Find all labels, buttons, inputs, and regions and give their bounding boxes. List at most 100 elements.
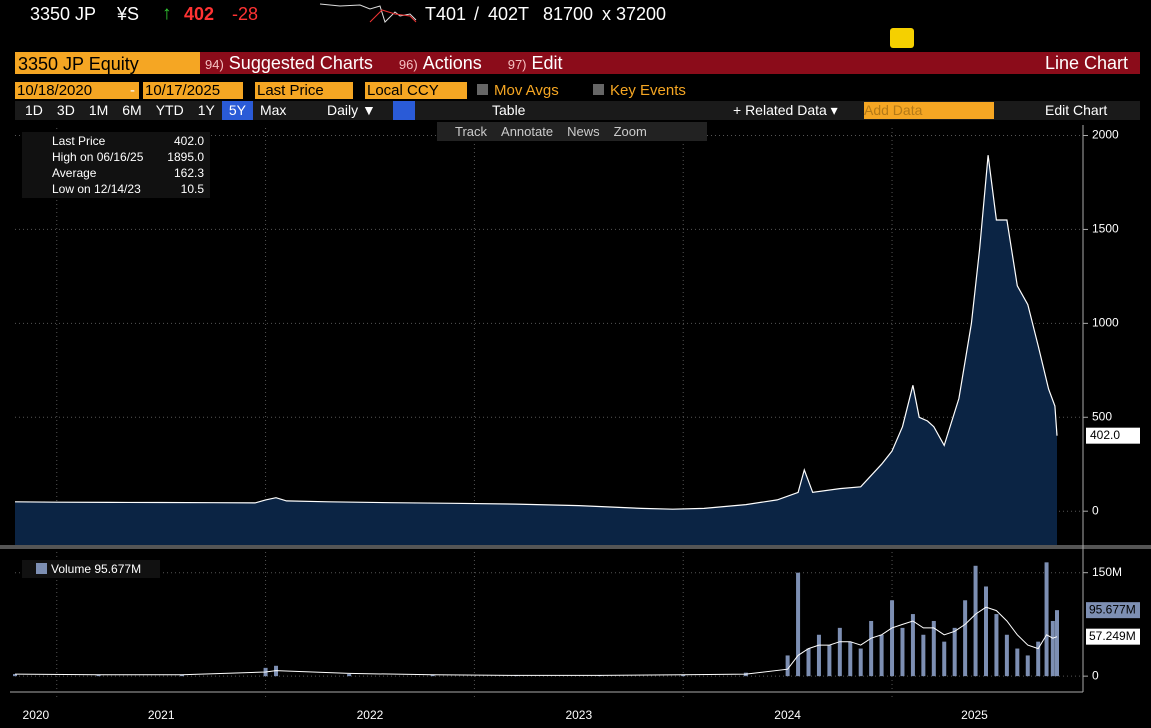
volume-bar <box>900 627 905 677</box>
year-label: 2022 <box>357 708 384 722</box>
period[interactable]: 6M <box>122 102 142 118</box>
key-events[interactable]: Key Events <box>610 82 686 99</box>
alert-icon[interactable] <box>890 28 914 48</box>
frequency[interactable]: Daily ▼ <box>327 102 376 118</box>
period[interactable]: Max <box>259 102 287 118</box>
ma-tag-label: 57.249M <box>1089 629 1136 643</box>
year-label: 2021 <box>148 708 175 722</box>
table[interactable]: Table <box>492 102 526 118</box>
legend-value: 10.5 <box>180 182 204 196</box>
period[interactable]: 5Y <box>221 101 253 120</box>
end-date[interactable]: 10/17/2025 <box>143 82 243 99</box>
sparkline-red <box>369 9 417 23</box>
volume-bar <box>848 641 853 677</box>
volume-bar <box>890 600 895 677</box>
volume-bar <box>827 645 832 677</box>
legend: Last Price 402.0 High on 06/16/25 1895.0 Ave… <box>22 132 210 198</box>
volume-bar <box>806 648 811 677</box>
start-date[interactable]: 10/18/2020 <box>15 82 139 99</box>
menu-label: Edit <box>531 53 563 73</box>
period[interactable]: YTD <box>155 102 184 118</box>
price-area <box>15 155 1057 545</box>
period[interactable]: 1D <box>25 102 43 118</box>
price-line <box>14 155 1058 510</box>
y-tick-label: 1000 <box>1092 316 1119 330</box>
volume-ma <box>14 606 1058 676</box>
legend-row: Low on 12/14/23 10.5 <box>52 182 204 196</box>
legend-value: 402.0 <box>173 134 204 148</box>
security[interactable]: 3350 JP Equity <box>15 52 200 74</box>
periods: 1D 3D 1M 6M YTD 1Y 5Y Max <box>18 101 293 120</box>
tool[interactable]: News <box>567 124 600 139</box>
slash: / <box>474 4 480 24</box>
volume-bar <box>837 627 842 677</box>
volume-bar <box>430 674 435 677</box>
period[interactable]: 1Y <box>197 102 215 118</box>
volume-bar <box>785 655 790 677</box>
volume-bar <box>681 674 686 677</box>
related-data[interactable]: + Related Data ▾ <box>733 102 838 118</box>
menu-label: Actions <box>422 53 482 73</box>
bid-size: 81700 <box>543 4 594 24</box>
menu-bar <box>200 52 1140 74</box>
y-tick-label: 150M <box>1092 565 1122 579</box>
panel-divider <box>0 545 1151 549</box>
arrow: ↑ <box>162 3 172 24</box>
ask-size: 37200 <box>616 4 667 24</box>
tool[interactable]: Track <box>455 124 488 139</box>
currency-select[interactable]: Local CCY <box>365 82 467 99</box>
menu-num: 96) <box>398 57 418 72</box>
checkbox[interactable] <box>477 84 488 95</box>
legend-label: Last Price <box>52 134 106 148</box>
menu-item[interactable]: 96) Actions <box>399 52 482 74</box>
year-label: 2024 <box>774 708 801 722</box>
times: x <box>602 4 611 24</box>
volume-bar <box>910 614 915 677</box>
volume-bar <box>984 586 989 677</box>
volume-bar <box>952 627 957 677</box>
menu-label: Suggested Charts <box>228 53 373 73</box>
legend-row: Average 162.3 <box>52 166 204 180</box>
menu-num: 97) <box>507 57 527 72</box>
tools: Track Annotate News Zoom <box>437 122 707 141</box>
volume-bar <box>858 648 863 677</box>
tool[interactable]: Zoom <box>613 124 647 139</box>
volume-tag <box>1086 602 1140 619</box>
legend-label: High on 06/16/25 <box>52 150 144 164</box>
period[interactable]: 1M <box>88 102 109 118</box>
menu-item[interactable]: 97) Edit <box>508 52 563 74</box>
menu-num: 94) <box>205 57 224 72</box>
y-tick-label: 500 <box>1092 409 1112 423</box>
tool[interactable]: Annotate <box>501 124 554 139</box>
field[interactable]: Last Price <box>255 82 353 99</box>
legend-value: 162.3 <box>173 166 204 180</box>
volume-bar <box>180 674 185 677</box>
legend-label: Low on 12/14/23 <box>52 182 141 196</box>
last-tag <box>1086 427 1140 444</box>
volume-bar <box>1015 648 1020 677</box>
checkbox[interactable] <box>593 84 604 95</box>
volume-bar <box>994 614 999 677</box>
edit-chart[interactable]: Edit Chart <box>1045 102 1108 118</box>
volume-bar <box>1004 634 1009 677</box>
volume-legend: Volume 95.677M <box>22 560 160 578</box>
volume-bar <box>13 674 17 677</box>
menu-items: 94) Suggested Charts 96) Actions 97) Edit <box>205 52 589 74</box>
menu-item[interactable]: 94) Suggested Charts <box>205 52 373 74</box>
volume-bar <box>1044 562 1049 677</box>
change: -28 <box>232 4 259 24</box>
period[interactable]: 3D <box>56 102 75 118</box>
sparkline <box>319 3 417 23</box>
line-icon[interactable] <box>393 101 415 120</box>
volume-bar <box>869 620 874 677</box>
legend-value: 1895.0 <box>167 150 204 164</box>
add-data[interactable]: Add Data <box>864 102 994 119</box>
volume-bar <box>347 674 352 677</box>
year-label: 2025 <box>961 708 988 722</box>
year-label: 2023 <box>565 708 592 722</box>
volume-bar <box>796 572 801 677</box>
volume-bar <box>973 565 978 677</box>
mov-avgs[interactable]: Mov Avgs <box>494 82 559 99</box>
